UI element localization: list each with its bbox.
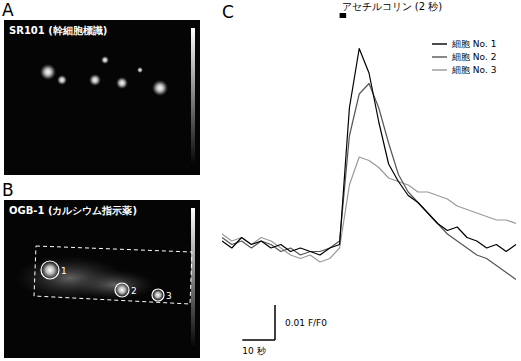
trace bbox=[222, 157, 516, 262]
cell-spot bbox=[152, 80, 168, 96]
scale-bar-y bbox=[274, 305, 276, 340]
cell-spot bbox=[152, 289, 164, 301]
cell-spot bbox=[89, 74, 101, 86]
scale-bar-x bbox=[242, 339, 275, 341]
image-background bbox=[4, 200, 200, 358]
panel-letter: B bbox=[2, 180, 14, 200]
legend-swatch bbox=[432, 69, 447, 70]
legend-swatch bbox=[432, 56, 447, 57]
trace bbox=[222, 49, 516, 256]
trace bbox=[222, 84, 516, 280]
cell-spot bbox=[57, 75, 67, 85]
traces bbox=[222, 49, 516, 280]
panel-letter: A bbox=[2, 0, 14, 20]
image-panel: SR101 (幹細胞標識) bbox=[4, 20, 200, 175]
stimulus-label: アセチルコリン (2 秒) bbox=[342, 1, 443, 12]
intensity-colorbar bbox=[191, 28, 195, 167]
scale-bar-label: 10 秒 bbox=[242, 346, 265, 356]
cell-spot bbox=[101, 56, 109, 64]
figure: A SR101 (幹細胞標識) B OGB-1 (カルシウム指示薬) 1 2 3 C アセチルコ… bbox=[0, 0, 521, 361]
cell-spot bbox=[137, 67, 143, 73]
intensity-colorbar bbox=[191, 208, 195, 350]
legend-label: 細胞 No. 3 bbox=[451, 65, 496, 75]
cell-spot bbox=[41, 261, 59, 279]
cell-spot bbox=[116, 77, 128, 89]
cell-label: 2 bbox=[131, 286, 137, 296]
legend: 細胞 No. 1 細胞 No. 2 細胞 No. 3 bbox=[432, 39, 496, 75]
image-background bbox=[4, 20, 200, 175]
stimulus-bar bbox=[340, 13, 347, 18]
cell-spot bbox=[115, 283, 129, 297]
image-label: OGB-1 (カルシウム指示薬) bbox=[9, 205, 137, 216]
scale-bar-label: 0.01 F/F0 bbox=[285, 318, 327, 328]
cell-spot bbox=[40, 64, 56, 80]
image-panel: OGB-1 (カルシウム指示薬) 1 2 3 bbox=[4, 200, 200, 358]
diffuse-signal bbox=[75, 270, 155, 300]
cell-outline bbox=[41, 261, 59, 279]
legend-label: 細胞 No. 2 bbox=[451, 52, 496, 62]
panel-letter: C bbox=[222, 2, 234, 22]
cell-label: 1 bbox=[61, 266, 67, 276]
cell-label: 3 bbox=[166, 291, 172, 301]
cell-outline bbox=[115, 283, 129, 297]
image-label: SR101 (幹細胞標識) bbox=[9, 25, 107, 36]
cell-outline bbox=[152, 289, 164, 301]
legend-swatch bbox=[432, 43, 447, 44]
roi-region bbox=[34, 246, 192, 304]
legend-label: 細胞 No. 1 bbox=[451, 39, 496, 49]
